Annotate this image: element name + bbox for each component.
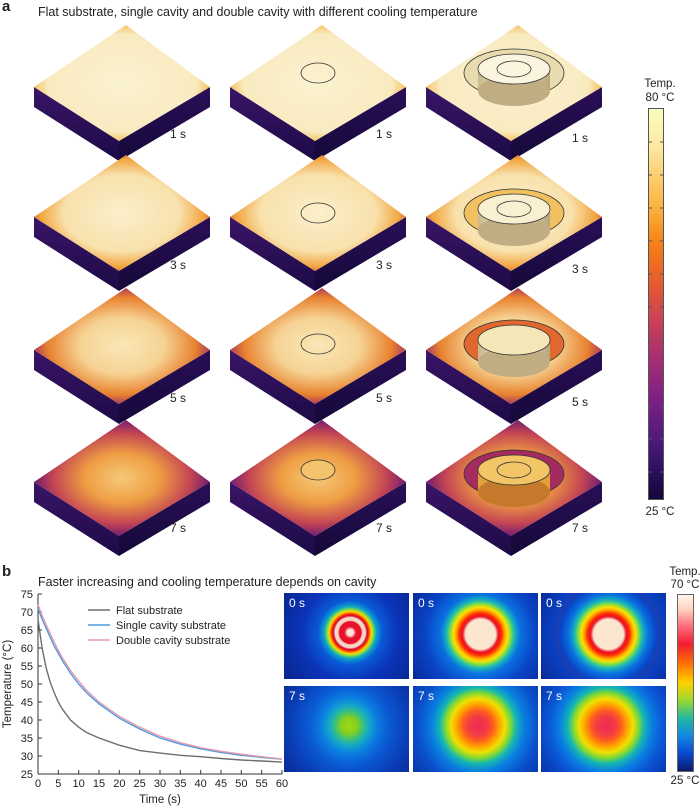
thumb-time-label: 7 s [546, 689, 563, 703]
x-tick-label: 10 [73, 778, 85, 790]
colorbar-a-max: 80 °C [645, 92, 675, 104]
y-tick-label: 70 [21, 607, 33, 619]
colorbar-a-title: Temp. [644, 78, 676, 90]
x-tick-label: 20 [113, 778, 125, 790]
y-tick-label: 75 [21, 589, 33, 601]
thumb-time-label: 0 s [289, 596, 306, 610]
time-label: 3 s [572, 262, 589, 276]
thermal-single-cavity-0s: 0 s [413, 593, 538, 679]
x-tick-label: 50 [235, 778, 247, 790]
legend-label-2: Double cavity substrate [116, 635, 230, 647]
x-tick-label: 60 [276, 778, 288, 790]
thermal-single-cavity-7s: 7 s [413, 686, 538, 772]
flat-substrate-7s [34, 420, 210, 556]
y-tick-label: 65 [21, 625, 33, 637]
colorbar-b [677, 594, 694, 772]
x-tick-label: 55 [256, 778, 268, 790]
legend-label-1: Single cavity substrate [116, 620, 226, 632]
thumb-time-label: 7 s [289, 689, 306, 703]
thermal-double-cavity-0s: 0 s [541, 593, 666, 679]
flat-substrate-5s [34, 288, 210, 424]
time-label: 5 s [376, 391, 393, 405]
time-label: 1 s [170, 127, 187, 141]
thumb-time-label: 0 s [418, 596, 435, 610]
series-line-0 [37, 619, 283, 763]
single-cavity-3s [230, 155, 406, 291]
cooling-chart: 25 30 35 40 45 50 55 60 65 70 75 0 5 10 15 20 25 30 35 40 45… [2, 589, 288, 806]
panel-a-caption: Flat substrate, single cavity and double… [38, 5, 478, 19]
x-tick-label: 0 [35, 778, 41, 790]
colorbar-b-min: 25 °C [670, 775, 700, 787]
time-label: 3 s [170, 258, 187, 272]
x-axis-label: Time (s) [139, 794, 181, 806]
x-tick-label: 25 [134, 778, 146, 790]
thermal-flat-7s: 7 s [284, 686, 409, 772]
y-axis-label: Temperature (°C) [2, 640, 14, 728]
panel-a-letter: a [2, 0, 11, 15]
thermal-double-cavity-7s: 7 s [541, 686, 666, 772]
single-cavity-1s [230, 25, 406, 161]
legend-label-0: Flat substrate [116, 605, 183, 617]
x-tick-label: 5 [55, 778, 61, 790]
thumb-time-label: 0 s [546, 596, 563, 610]
x-tick-label: 15 [93, 778, 105, 790]
double-cavity-5s [426, 288, 602, 424]
x-tick-label: 40 [195, 778, 207, 790]
time-label: 3 s [376, 258, 393, 272]
panel-a-renders [34, 25, 602, 556]
x-tick-label: 35 [174, 778, 186, 790]
double-cavity-3s [426, 155, 602, 291]
y-tick-label: 50 [21, 679, 33, 691]
single-cavity-7s [230, 420, 406, 556]
y-tick-label: 40 [21, 715, 33, 727]
time-label: 7 s [376, 521, 393, 535]
y-tick-label: 25 [21, 769, 33, 781]
series-line-1 [37, 608, 283, 760]
time-label: 1 s [572, 131, 589, 145]
y-tick-label: 55 [21, 661, 33, 673]
colorbar-b-title: Temp. [669, 566, 700, 578]
thumb-time-label: 7 s [418, 689, 435, 703]
series-line-2 [37, 604, 283, 760]
time-label: 1 s [376, 127, 393, 141]
double-cavity-7s [426, 420, 602, 556]
colorbar-b-max: 70 °C [670, 579, 700, 591]
colorbar-a-min: 25 °C [645, 506, 675, 518]
time-label: 5 s [572, 395, 589, 409]
y-tick-label: 30 [21, 751, 33, 763]
single-cavity-5s [230, 288, 406, 424]
colorbar-a [648, 108, 664, 500]
time-label: 7 s [572, 521, 589, 535]
x-tick-label: 30 [154, 778, 166, 790]
y-tick-label: 35 [21, 733, 33, 745]
x-tick-label: 45 [215, 778, 227, 790]
y-tick-label: 60 [21, 643, 33, 655]
y-tick-label: 45 [21, 697, 33, 709]
time-label: 7 s [170, 521, 187, 535]
panel-b-caption: Faster increasing and cooling temperatur… [38, 575, 377, 589]
flat-substrate-1s [34, 25, 210, 161]
panel-b-letter: b [2, 563, 12, 580]
double-cavity-1s [426, 25, 602, 161]
thermal-flat-0s: 0 s [284, 593, 409, 679]
flat-substrate-3s [34, 155, 210, 291]
time-label: 5 s [170, 391, 187, 405]
